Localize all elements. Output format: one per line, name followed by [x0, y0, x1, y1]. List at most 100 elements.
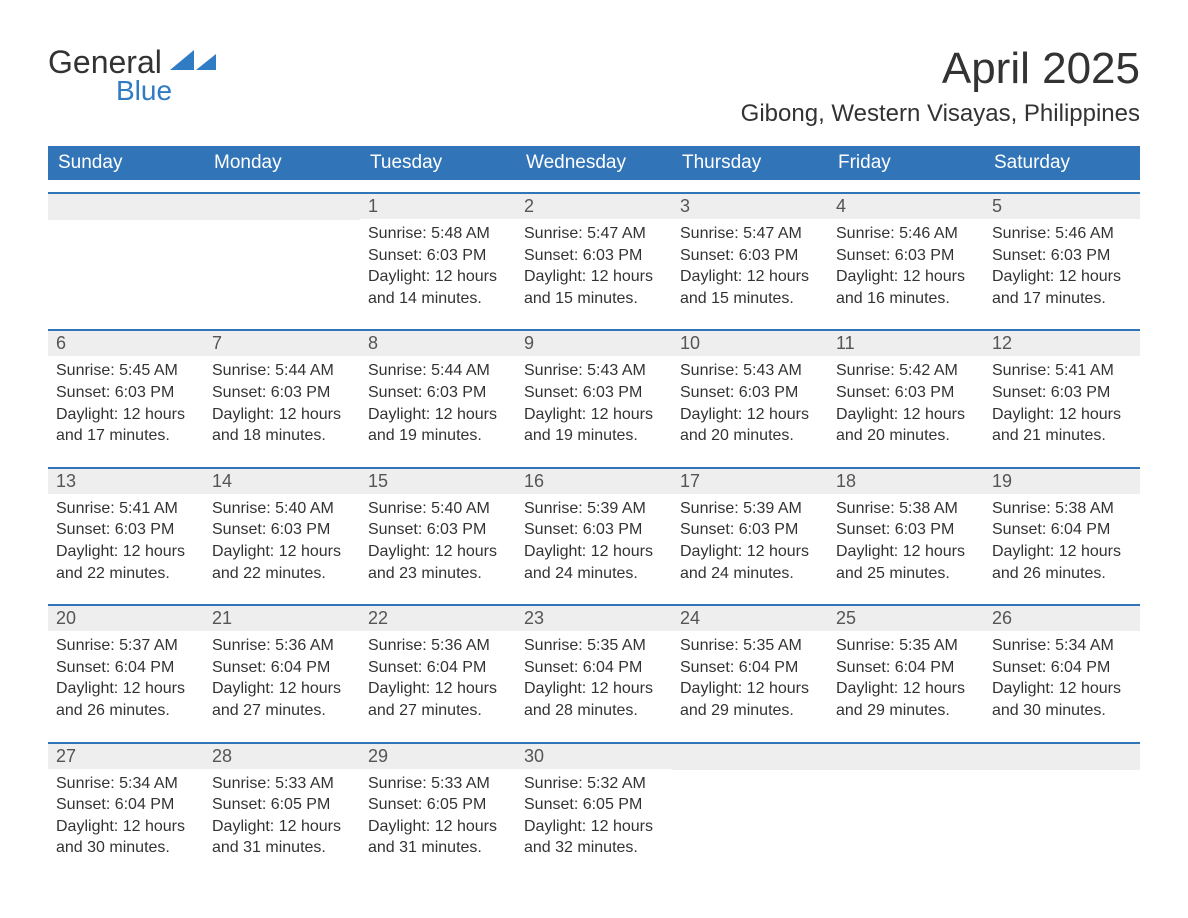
day-cell: 8Sunrise: 5:44 AMSunset: 6:03 PMDaylight… — [360, 331, 516, 454]
sunset-text: Sunset: 6:04 PM — [992, 657, 1132, 679]
sunset-text: Sunset: 6:04 PM — [836, 657, 976, 679]
sunrise-text: Sunrise: 5:33 AM — [212, 773, 352, 795]
day-number: 16 — [516, 469, 672, 494]
dow-header: Monday — [204, 146, 360, 180]
sunset-text: Sunset: 6:03 PM — [56, 519, 196, 541]
calendar-grid: SundayMondayTuesdayWednesdayThursdayFrid… — [48, 146, 1140, 867]
sunset-text: Sunset: 6:04 PM — [680, 657, 820, 679]
daylight-text: Daylight: 12 hours and 29 minutes. — [836, 678, 976, 721]
day-details: Sunrise: 5:35 AMSunset: 6:04 PMDaylight:… — [828, 631, 984, 721]
sunset-text: Sunset: 6:03 PM — [56, 382, 196, 404]
day-cell: 10Sunrise: 5:43 AMSunset: 6:03 PMDayligh… — [672, 331, 828, 454]
sunset-text: Sunset: 6:03 PM — [368, 245, 508, 267]
day-number: 24 — [672, 606, 828, 631]
day-cell: 7Sunrise: 5:44 AMSunset: 6:03 PMDaylight… — [204, 331, 360, 454]
week-row: 6Sunrise: 5:45 AMSunset: 6:03 PMDaylight… — [48, 329, 1140, 454]
sunset-text: Sunset: 6:03 PM — [680, 519, 820, 541]
day-cell: 19Sunrise: 5:38 AMSunset: 6:04 PMDayligh… — [984, 469, 1140, 592]
day-details: Sunrise: 5:39 AMSunset: 6:03 PMDaylight:… — [516, 494, 672, 584]
sunrise-text: Sunrise: 5:32 AM — [524, 773, 664, 795]
sunrise-text: Sunrise: 5:41 AM — [56, 498, 196, 520]
days-of-week-row: SundayMondayTuesdayWednesdayThursdayFrid… — [48, 146, 1140, 180]
sunset-text: Sunset: 6:03 PM — [680, 382, 820, 404]
day-cell: 29Sunrise: 5:33 AMSunset: 6:05 PMDayligh… — [360, 744, 516, 867]
daylight-text: Daylight: 12 hours and 20 minutes. — [680, 404, 820, 447]
daylight-text: Daylight: 12 hours and 24 minutes. — [524, 541, 664, 584]
sunset-text: Sunset: 6:03 PM — [524, 245, 664, 267]
day-number — [672, 744, 828, 770]
sunset-text: Sunset: 6:04 PM — [524, 657, 664, 679]
day-cell: 23Sunrise: 5:35 AMSunset: 6:04 PMDayligh… — [516, 606, 672, 729]
brand-logo: General Blue — [48, 44, 218, 107]
day-number: 19 — [984, 469, 1140, 494]
day-cell: 12Sunrise: 5:41 AMSunset: 6:03 PMDayligh… — [984, 331, 1140, 454]
empty-day-cell — [672, 744, 828, 867]
daylight-text: Daylight: 12 hours and 28 minutes. — [524, 678, 664, 721]
day-details: Sunrise: 5:44 AMSunset: 6:03 PMDaylight:… — [360, 356, 516, 446]
day-details: Sunrise: 5:39 AMSunset: 6:03 PMDaylight:… — [672, 494, 828, 584]
day-number: 11 — [828, 331, 984, 356]
daylight-text: Daylight: 12 hours and 31 minutes. — [368, 816, 508, 859]
daylight-text: Daylight: 12 hours and 27 minutes. — [368, 678, 508, 721]
day-details: Sunrise: 5:47 AMSunset: 6:03 PMDaylight:… — [516, 219, 672, 309]
daylight-text: Daylight: 12 hours and 26 minutes. — [56, 678, 196, 721]
day-cell: 17Sunrise: 5:39 AMSunset: 6:03 PMDayligh… — [672, 469, 828, 592]
day-number: 8 — [360, 331, 516, 356]
day-cell: 1Sunrise: 5:48 AMSunset: 6:03 PMDaylight… — [360, 194, 516, 317]
empty-day-cell — [828, 744, 984, 867]
sunrise-text: Sunrise: 5:47 AM — [680, 223, 820, 245]
day-number — [204, 194, 360, 220]
day-cell: 25Sunrise: 5:35 AMSunset: 6:04 PMDayligh… — [828, 606, 984, 729]
day-number: 7 — [204, 331, 360, 356]
daylight-text: Daylight: 12 hours and 26 minutes. — [992, 541, 1132, 584]
day-details: Sunrise: 5:40 AMSunset: 6:03 PMDaylight:… — [360, 494, 516, 584]
day-details: Sunrise: 5:35 AMSunset: 6:04 PMDaylight:… — [672, 631, 828, 721]
daylight-text: Daylight: 12 hours and 31 minutes. — [212, 816, 352, 859]
empty-day-cell — [204, 194, 360, 317]
day-details: Sunrise: 5:37 AMSunset: 6:04 PMDaylight:… — [48, 631, 204, 721]
sunrise-text: Sunrise: 5:46 AM — [992, 223, 1132, 245]
day-number: 4 — [828, 194, 984, 219]
daylight-text: Daylight: 12 hours and 17 minutes. — [992, 266, 1132, 309]
day-number: 5 — [984, 194, 1140, 219]
sunrise-text: Sunrise: 5:44 AM — [368, 360, 508, 382]
sunrise-text: Sunrise: 5:38 AM — [836, 498, 976, 520]
day-cell: 24Sunrise: 5:35 AMSunset: 6:04 PMDayligh… — [672, 606, 828, 729]
daylight-text: Daylight: 12 hours and 24 minutes. — [680, 541, 820, 584]
sunset-text: Sunset: 6:04 PM — [212, 657, 352, 679]
sunset-text: Sunset: 6:04 PM — [56, 794, 196, 816]
day-number: 15 — [360, 469, 516, 494]
week-row: 20Sunrise: 5:37 AMSunset: 6:04 PMDayligh… — [48, 604, 1140, 729]
day-details: Sunrise: 5:46 AMSunset: 6:03 PMDaylight:… — [984, 219, 1140, 309]
daylight-text: Daylight: 12 hours and 21 minutes. — [992, 404, 1132, 447]
brand-flag-icon — [170, 48, 218, 77]
day-details: Sunrise: 5:34 AMSunset: 6:04 PMDaylight:… — [48, 769, 204, 859]
day-details: Sunrise: 5:41 AMSunset: 6:03 PMDaylight:… — [48, 494, 204, 584]
day-cell: 18Sunrise: 5:38 AMSunset: 6:03 PMDayligh… — [828, 469, 984, 592]
day-details: Sunrise: 5:32 AMSunset: 6:05 PMDaylight:… — [516, 769, 672, 859]
day-number: 3 — [672, 194, 828, 219]
sunset-text: Sunset: 6:03 PM — [992, 382, 1132, 404]
day-number: 22 — [360, 606, 516, 631]
dow-header: Tuesday — [360, 146, 516, 180]
day-cell: 30Sunrise: 5:32 AMSunset: 6:05 PMDayligh… — [516, 744, 672, 867]
day-number — [984, 744, 1140, 770]
sunset-text: Sunset: 6:03 PM — [836, 245, 976, 267]
sunrise-text: Sunrise: 5:34 AM — [56, 773, 196, 795]
day-details: Sunrise: 5:48 AMSunset: 6:03 PMDaylight:… — [360, 219, 516, 309]
daylight-text: Daylight: 12 hours and 14 minutes. — [368, 266, 508, 309]
sunrise-text: Sunrise: 5:43 AM — [524, 360, 664, 382]
daylight-text: Daylight: 12 hours and 23 minutes. — [368, 541, 508, 584]
day-cell: 15Sunrise: 5:40 AMSunset: 6:03 PMDayligh… — [360, 469, 516, 592]
dow-header: Wednesday — [516, 146, 672, 180]
day-details: Sunrise: 5:33 AMSunset: 6:05 PMDaylight:… — [360, 769, 516, 859]
day-details: Sunrise: 5:42 AMSunset: 6:03 PMDaylight:… — [828, 356, 984, 446]
dow-header: Sunday — [48, 146, 204, 180]
sunset-text: Sunset: 6:03 PM — [680, 245, 820, 267]
day-details: Sunrise: 5:43 AMSunset: 6:03 PMDaylight:… — [516, 356, 672, 446]
sunrise-text: Sunrise: 5:35 AM — [680, 635, 820, 657]
day-cell: 5Sunrise: 5:46 AMSunset: 6:03 PMDaylight… — [984, 194, 1140, 317]
sunset-text: Sunset: 6:04 PM — [368, 657, 508, 679]
day-details: Sunrise: 5:36 AMSunset: 6:04 PMDaylight:… — [204, 631, 360, 721]
day-number: 1 — [360, 194, 516, 219]
